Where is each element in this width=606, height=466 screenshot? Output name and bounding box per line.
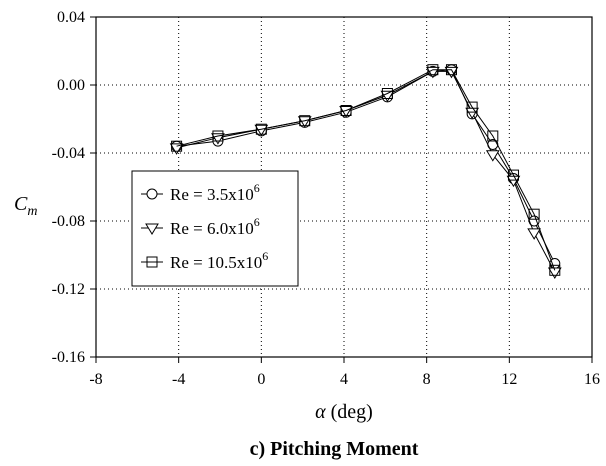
series-line (176, 69, 556, 271)
x-tick-label: 0 (257, 371, 265, 388)
data-point (380, 90, 395, 103)
y-tick-label: 0.00 (57, 77, 85, 94)
x-axis-label: α (deg) (315, 401, 373, 423)
y-tick-label: -0.16 (52, 349, 85, 366)
legend-item: Re = 3.5x106 (141, 181, 260, 204)
x-tick-label: 4 (340, 371, 348, 388)
legend-marker (146, 188, 158, 200)
axis-ticks: -8 -4 0 4 8 12 16 0.04 0.00 -0.04 -0.08 -0.12 -0.16 (52, 9, 600, 388)
data-point (427, 64, 439, 76)
legend-item: Re = 6.0x106 (141, 215, 260, 238)
legend-label: Re = 3.5x106 (170, 181, 260, 204)
legend-label: Re = 10.5x106 (170, 249, 268, 272)
legend-label: Re = 6.0x106 (170, 215, 260, 238)
legend: Re = 3.5x106 Re = 6.0x106 Re = 10.5x106 (131, 170, 299, 287)
data-point (466, 101, 478, 113)
legend-item: Re = 10.5x106 (141, 249, 268, 272)
x-tick-label: -4 (172, 371, 185, 388)
data-point (528, 208, 540, 220)
x-tick-label: 8 (423, 371, 431, 388)
data-point (381, 88, 393, 99)
data-point (485, 150, 500, 162)
y-axis-label-subscript: m (27, 204, 37, 219)
legend-marker (145, 223, 159, 235)
y-tick-label: -0.12 (52, 281, 85, 298)
y-axis-label-main: C (14, 193, 28, 215)
series-3 (171, 64, 561, 276)
x-tick-label: 12 (501, 371, 517, 388)
data-series (169, 64, 562, 279)
y-tick-label: 0.04 (57, 9, 85, 26)
data-point (211, 133, 225, 145)
y-tick-label: -0.04 (52, 145, 85, 162)
x-axis-label-unit: (deg) (326, 401, 373, 423)
figure-caption: c) Pitching Moment (250, 438, 419, 460)
y-axis-label: Cm (14, 193, 37, 219)
data-point (212, 130, 224, 142)
data-point (340, 105, 352, 116)
legend-label-exponent: 6 (254, 215, 260, 229)
data-point (254, 124, 269, 137)
data-point (527, 228, 542, 240)
data-point (171, 140, 183, 152)
data-point (169, 143, 184, 155)
grid (96, 17, 592, 357)
data-point (487, 130, 499, 142)
legend-label-exponent: 6 (262, 249, 268, 263)
data-point (255, 123, 267, 135)
x-axis-label-symbol: α (315, 401, 326, 423)
x-tick-label: 16 (584, 371, 600, 388)
data-point (445, 64, 457, 76)
legend-marker (146, 256, 158, 268)
data-point (299, 115, 311, 127)
data-point (547, 267, 562, 279)
data-point (507, 169, 519, 181)
legend-label-exponent: 6 (254, 181, 260, 195)
y-tick-label: -0.08 (52, 213, 85, 230)
x-tick-label: -8 (89, 371, 102, 388)
data-point (549, 264, 561, 276)
